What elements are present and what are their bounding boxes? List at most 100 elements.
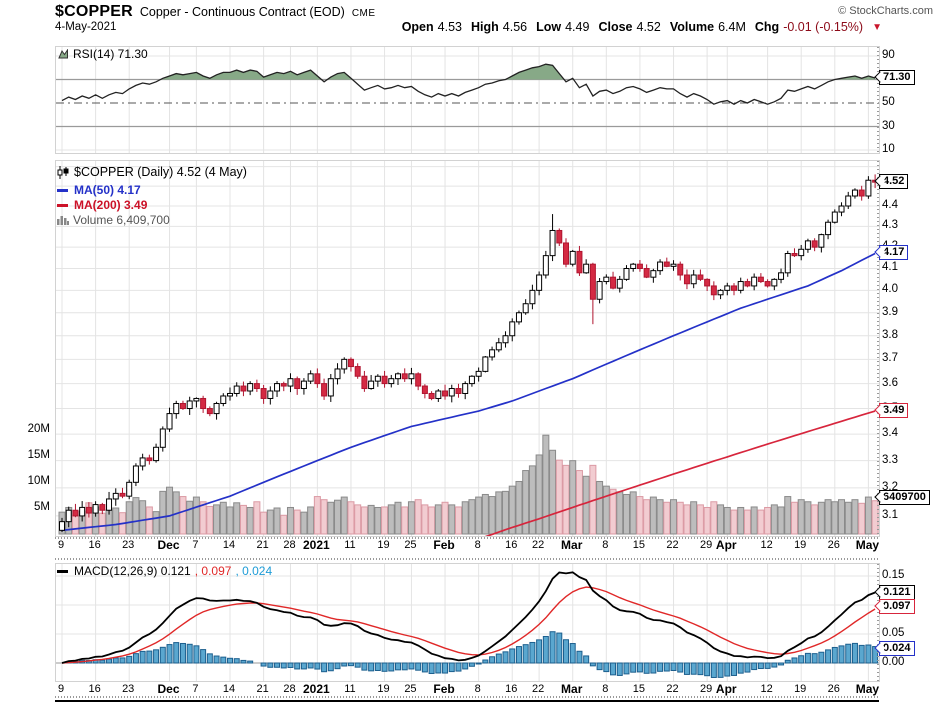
rsi-legend: RSI(14) 71.30	[58, 47, 148, 61]
hist-value-callout: 0.024	[879, 641, 915, 656]
date-axis-label: 21	[256, 683, 269, 695]
date-axis-label: May	[855, 682, 880, 696]
symbol-description: Copper - Continuous Contract (EOD)	[139, 5, 345, 19]
price-axis-label: 4.4	[882, 199, 898, 211]
date-axis-label: 21	[256, 539, 269, 551]
date-axis-label: 25	[404, 683, 417, 695]
date-axis-label: 12	[760, 539, 773, 551]
date-axis-label: 12	[760, 683, 773, 695]
rsi-value-callout: 71.30	[879, 70, 915, 85]
price-panel	[55, 160, 880, 537]
date-axis-label: 29	[699, 539, 713, 551]
date-axis-label: 14	[222, 539, 236, 551]
date-axis-label: 15	[632, 539, 646, 551]
rsi-axis-label: 30	[882, 119, 895, 132]
date-axis-label: 19	[377, 539, 390, 551]
macd-line-icon	[57, 569, 68, 573]
price-axis-label: 3.4	[882, 427, 898, 440]
date-axis-label: Feb	[433, 538, 455, 552]
macd-plot	[56, 564, 879, 681]
date-axis-label: 23	[122, 683, 135, 695]
stockcharts-credit: © StockCharts.com	[838, 5, 933, 17]
low-value: 4.49	[565, 20, 590, 34]
close-label: Close	[598, 20, 633, 34]
price-axis-label: 3.3	[882, 453, 898, 466]
date-axis-label: 28	[283, 539, 296, 551]
date-axis-label: 8	[602, 683, 609, 695]
date-axis-label: 11	[344, 683, 356, 695]
volume-axis-label: 20M	[27, 423, 50, 435]
rsi-legend-label: RSI(14) 71.30	[73, 47, 148, 61]
macd-xaxis-minor-ticks	[55, 696, 878, 698]
volume-value-callout: 6409700	[879, 490, 930, 505]
date-axis-label: 2021	[303, 682, 330, 696]
date-axis-label: 22	[666, 683, 679, 695]
volume-legend: Volume 6,409,700	[57, 213, 170, 227]
date-axis-label: May	[855, 538, 880, 552]
low-label: Low	[536, 20, 562, 34]
date-axis-label: 22	[531, 539, 545, 551]
close-value: 4.52	[636, 20, 661, 34]
candlestick-icon	[57, 165, 69, 179]
volume-legend-label: Volume 6,409,700	[73, 213, 170, 227]
date-axis-label: 19	[794, 683, 807, 695]
price-axis-label: 3.6	[882, 376, 898, 389]
date-axis-label: 8	[602, 539, 609, 551]
macd-axis-label: 0.05	[882, 627, 905, 639]
ma200-line-icon	[57, 203, 68, 207]
date-axis-label: 19	[377, 683, 390, 695]
price-minor-ticks	[877, 161, 879, 536]
price-axis-label: 3.8	[882, 328, 898, 341]
symbol: $COPPER	[55, 3, 133, 20]
ma200-legend-label: MA(200) 3.49	[74, 198, 148, 212]
chg-label: Chg	[754, 20, 780, 34]
chg-down-arrow-icon: ▼	[872, 22, 882, 33]
date-axis-label: Mar	[561, 682, 583, 696]
macd-top-minor-ticks	[55, 558, 878, 560]
date-axis-label: 15	[632, 683, 646, 695]
date-axis-label: 7	[192, 539, 199, 551]
chart-date: 4-May-2021	[55, 21, 117, 33]
price-axis-label: 3.9	[882, 305, 898, 318]
price-legend: $COPPER (Daily) 4.52 (4 May)	[57, 165, 247, 179]
exchange: CME	[351, 8, 376, 19]
open-value: 4.53	[437, 20, 462, 34]
quote-row: Open 4.53 High 4.56 Low 4.49 Close 4.52 …	[240, 20, 882, 34]
chg-value: -0.01 (-0.15%)	[783, 20, 864, 34]
volume-value: 6.4M	[718, 20, 746, 34]
date-axis-label: Dec	[157, 682, 180, 696]
macd-axis-label: 0.00	[882, 656, 905, 668]
macd-value-callout: 0.121	[879, 585, 915, 600]
macd-legend: MACD(12,26,9) 0.121, 0.097, 0.024	[57, 564, 272, 578]
volume-label: Volume	[669, 20, 715, 34]
date-axis-label: 16	[505, 539, 518, 551]
signal-value-callout: 0.097	[879, 599, 915, 614]
macd-minor-ticks	[877, 564, 879, 681]
rsi-minor-ticks	[877, 47, 879, 153]
date-axis-label: 29	[699, 683, 713, 695]
date-axis-label: 26	[827, 683, 840, 695]
date-axis-label: 8	[474, 683, 481, 695]
ma50-legend: MA(50) 4.17	[57, 183, 141, 197]
price-legend-label: $COPPER (Daily) 4.52 (4 May)	[74, 165, 247, 179]
ma50-value-callout: 4.17	[879, 245, 909, 260]
rsi-panel	[55, 46, 880, 154]
date-axis-label: 19	[794, 539, 807, 551]
date-axis-label: 9	[57, 539, 65, 551]
date-axis-label: 14	[222, 683, 236, 695]
macd-panel	[55, 563, 880, 682]
date-axis-label: 16	[88, 683, 101, 695]
date-axis-label: 23	[122, 539, 135, 551]
price-axis-label: 4.0	[882, 283, 898, 296]
date-axis-label: 2021	[303, 538, 330, 552]
close-value-callout: 4.52	[879, 174, 909, 189]
ma50-legend-label: MA(50) 4.17	[74, 183, 141, 197]
high-value: 4.56	[502, 20, 528, 34]
date-axis-label: 22	[531, 683, 545, 695]
macd-legend-label: MACD(12,26,9) 0.121	[74, 564, 191, 578]
date-axis-label: 16	[505, 683, 518, 695]
date-axis-label: 22	[666, 539, 679, 551]
date-axis-label: Dec	[157, 538, 180, 552]
rsi-axis-label: 10	[882, 143, 895, 155]
